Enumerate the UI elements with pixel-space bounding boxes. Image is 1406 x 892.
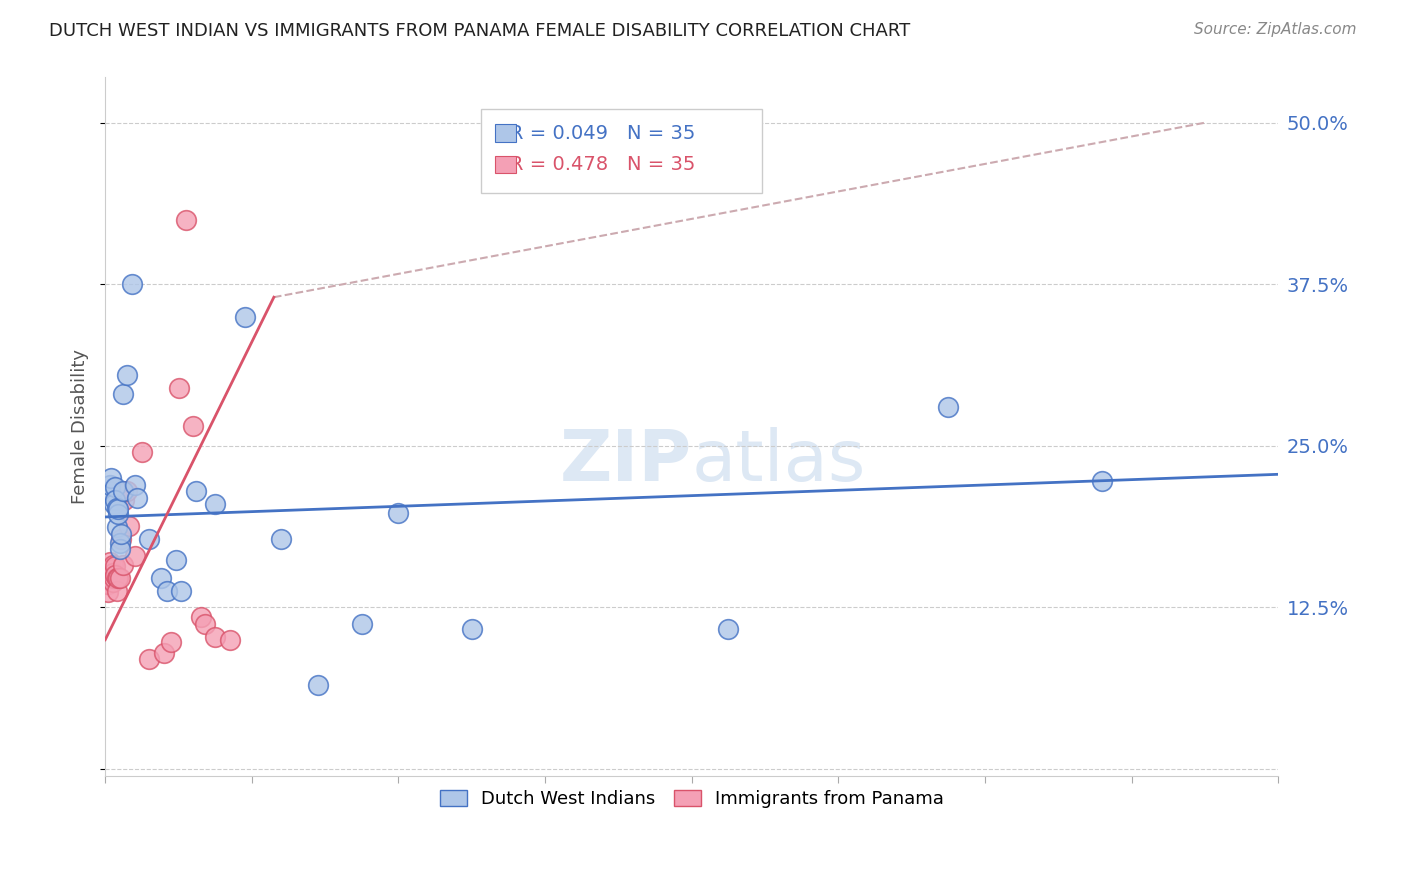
Point [105,583,128,598]
Point [307,678,329,692]
Point [110,532,132,546]
Point [167,381,190,395]
Text: atlas: atlas [692,427,866,496]
Point [98,477,121,491]
FancyBboxPatch shape [495,124,516,142]
Point [97,585,120,599]
Point [153,646,176,660]
Point [108,536,131,550]
Point [97,577,120,591]
Legend: Dutch West Indians, Immigrants from Panama: Dutch West Indians, Immigrants from Pana… [433,782,950,815]
Point [350,617,373,632]
Point [101,566,124,580]
Point [101,574,124,589]
Point [181,419,204,434]
Point [115,368,138,382]
Point [107,502,129,516]
Point [112,493,135,508]
Point [107,508,129,522]
Y-axis label: Female Disability: Female Disability [72,349,89,504]
Point [194,617,217,632]
Point [387,506,409,520]
Point [938,400,960,414]
FancyBboxPatch shape [495,155,516,173]
Point [156,583,179,598]
Point [190,609,212,624]
Point [96,571,118,585]
Point [218,632,240,647]
Point [111,484,134,499]
Point [124,477,146,491]
Point [101,558,124,572]
Point [131,445,153,459]
Text: DUTCH WEST INDIAN VS IMMIGRANTS FROM PANAMA FEMALE DISABILITY CORRELATION CHART: DUTCH WEST INDIAN VS IMMIGRANTS FROM PAN… [49,22,911,40]
Point [100,562,122,576]
Point [149,571,172,585]
Point [138,652,160,666]
Point [270,532,292,546]
Point [108,571,131,585]
Text: ZIP: ZIP [560,427,692,496]
Point [98,562,121,576]
Point [118,519,141,533]
Point [160,635,183,649]
Point [107,571,129,585]
Point [104,480,127,494]
Point [174,212,197,227]
Point [138,532,160,546]
Point [108,542,131,557]
Point [717,623,740,637]
Text: R = 0.478: R = 0.478 [510,155,607,174]
Point [98,555,121,569]
Text: Source: ZipAtlas.com: Source: ZipAtlas.com [1194,22,1357,37]
Point [103,571,125,585]
Point [98,484,121,499]
Point [204,497,226,511]
Point [127,491,149,505]
FancyBboxPatch shape [481,109,762,193]
Point [461,623,484,637]
Point [96,577,118,591]
Text: N = 35: N = 35 [627,124,696,143]
Point [165,552,187,566]
Point [105,571,128,585]
Point [1091,474,1114,488]
Point [233,310,256,324]
Point [110,526,132,541]
Point [105,520,128,534]
Point [115,484,138,499]
Point [124,549,146,563]
Point [184,484,207,499]
Point [103,497,125,511]
Text: N = 35: N = 35 [627,155,696,174]
Point [105,500,128,515]
Point [104,493,127,508]
Point [104,559,127,574]
Point [104,568,127,582]
Point [170,583,193,598]
Point [121,277,143,292]
Point [100,471,122,485]
Point [100,571,122,585]
Point [111,387,134,401]
Text: R = 0.049: R = 0.049 [510,124,607,143]
Point [111,558,134,572]
Point [204,630,226,644]
